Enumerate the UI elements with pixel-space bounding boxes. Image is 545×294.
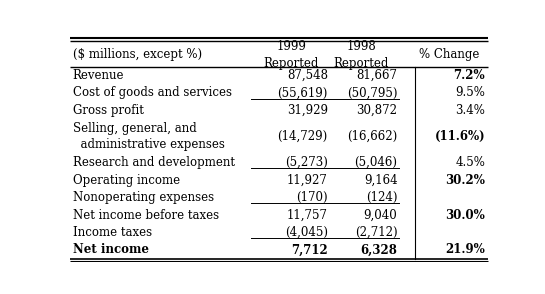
Text: Cost of goods and services: Cost of goods and services	[73, 86, 232, 99]
Text: Nonoperating expenses: Nonoperating expenses	[73, 191, 214, 204]
Text: 9.5%: 9.5%	[455, 86, 485, 99]
Text: 6,328: 6,328	[361, 243, 397, 256]
Text: 1998
Reported: 1998 Reported	[334, 39, 389, 69]
Text: 7,712: 7,712	[291, 243, 328, 256]
Text: Income taxes: Income taxes	[73, 226, 152, 239]
Text: (5,046): (5,046)	[354, 156, 397, 169]
Text: 11,927: 11,927	[287, 174, 328, 187]
Text: (5,273): (5,273)	[285, 156, 328, 169]
Text: (11.6%): (11.6%)	[434, 130, 485, 143]
Text: Operating income: Operating income	[73, 174, 180, 187]
Text: (124): (124)	[366, 191, 397, 204]
Text: 7.2%: 7.2%	[453, 69, 485, 82]
Text: 21.9%: 21.9%	[445, 243, 485, 256]
Text: Net income before taxes: Net income before taxes	[73, 208, 219, 221]
Text: (2,712): (2,712)	[355, 226, 397, 239]
Text: (50,795): (50,795)	[347, 86, 397, 99]
Text: 4.5%: 4.5%	[455, 156, 485, 169]
Text: (55,619): (55,619)	[277, 86, 328, 99]
Text: 1999
Reported: 1999 Reported	[264, 39, 319, 69]
Text: (16,662): (16,662)	[347, 130, 397, 143]
Text: (14,729): (14,729)	[277, 130, 328, 143]
Text: (170): (170)	[296, 191, 328, 204]
Text: 31,929: 31,929	[287, 104, 328, 117]
Text: 30.0%: 30.0%	[445, 208, 485, 221]
Text: 11,757: 11,757	[287, 208, 328, 221]
Text: Gross profit: Gross profit	[73, 104, 144, 117]
Text: Revenue: Revenue	[73, 69, 124, 82]
Text: 30.2%: 30.2%	[445, 174, 485, 187]
Text: ($ millions, except %): ($ millions, except %)	[73, 48, 202, 61]
Text: Net income: Net income	[73, 243, 149, 256]
Text: 81,667: 81,667	[356, 69, 397, 82]
Text: 87,548: 87,548	[287, 69, 328, 82]
Text: 9,040: 9,040	[364, 208, 397, 221]
Text: (4,045): (4,045)	[284, 226, 328, 239]
Text: Research and development: Research and development	[73, 156, 235, 169]
Text: 3.4%: 3.4%	[455, 104, 485, 117]
Text: Selling, general, and
  administrative expenses: Selling, general, and administrative exp…	[73, 122, 225, 151]
Text: 30,872: 30,872	[356, 104, 397, 117]
Text: % Change: % Change	[419, 48, 480, 61]
Text: 9,164: 9,164	[364, 174, 397, 187]
